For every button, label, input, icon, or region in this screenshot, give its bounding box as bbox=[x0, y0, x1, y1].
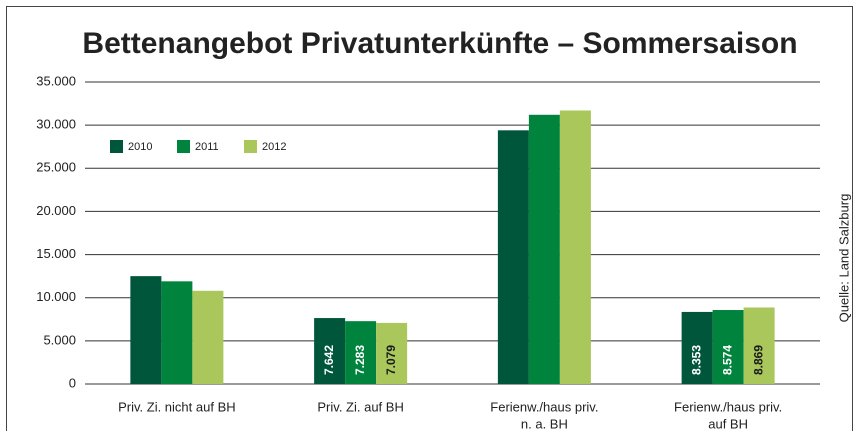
bar bbox=[161, 281, 193, 384]
y-tick-label: 10.000 bbox=[36, 289, 76, 304]
data-label: 7.642 bbox=[322, 345, 336, 375]
x-tick-label: Priv. Zi. nicht auf BH bbox=[118, 399, 236, 414]
x-tick-label: Ferienw./haus priv. bbox=[674, 399, 782, 414]
x-tick-label: n. a. BH bbox=[521, 416, 568, 431]
data-label: 8.574 bbox=[720, 345, 734, 375]
y-tick-label: 25.000 bbox=[36, 160, 76, 175]
bar bbox=[559, 110, 591, 384]
legend-swatch bbox=[177, 140, 190, 153]
legend-label: 2011 bbox=[195, 141, 219, 153]
bar bbox=[345, 321, 377, 384]
data-label: 8.353 bbox=[689, 345, 703, 375]
y-tick-label: 5.000 bbox=[43, 332, 76, 347]
bar bbox=[192, 290, 224, 384]
bar bbox=[712, 310, 744, 384]
x-tick-label: Ferienw./haus priv. bbox=[490, 399, 598, 414]
y-tick-label: 20.000 bbox=[36, 203, 76, 218]
source-note: Quelle: Land Salzburg bbox=[836, 194, 851, 323]
bar bbox=[130, 276, 162, 384]
bar bbox=[528, 114, 560, 384]
x-tick-label: Priv. Zi. auf BH bbox=[317, 399, 403, 414]
y-tick-label: 0 bbox=[69, 375, 76, 390]
data-label: 7.283 bbox=[353, 345, 367, 375]
legend-label: 2010 bbox=[128, 141, 152, 153]
y-tick-label: 15.000 bbox=[36, 246, 76, 261]
x-tick-label: auf BH bbox=[708, 416, 748, 431]
data-label: 7.079 bbox=[384, 345, 398, 375]
legend-swatch bbox=[110, 140, 123, 153]
y-tick-label: 30.000 bbox=[36, 117, 76, 132]
legend-label: 2012 bbox=[262, 141, 286, 153]
bar bbox=[497, 130, 529, 384]
bar bbox=[376, 322, 408, 384]
bar bbox=[743, 307, 775, 384]
bar bbox=[314, 318, 346, 384]
bar bbox=[681, 311, 713, 384]
frame bbox=[6, 6, 853, 431]
chart-title: Bettenangebot Privatunterkünfte – Sommer… bbox=[82, 27, 797, 60]
data-label: 8.869 bbox=[751, 345, 765, 375]
legend-swatch bbox=[244, 140, 257, 153]
y-tick-label: 35.000 bbox=[36, 73, 76, 88]
